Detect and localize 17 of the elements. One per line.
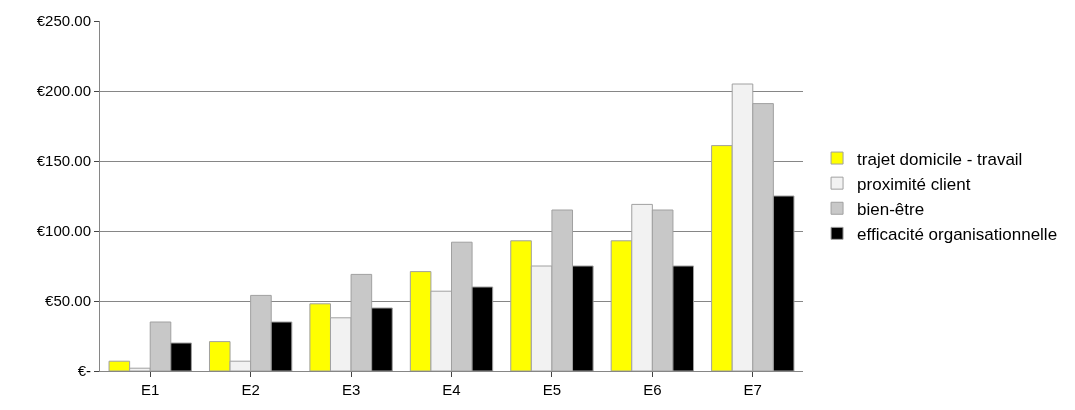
y-tick-label: €250.00 [36, 12, 91, 30]
legend-label: efficacité organisationnelle [857, 224, 1058, 244]
x-tick-label: E1 [141, 381, 160, 398]
y-tick-label: €200.00 [36, 82, 91, 100]
x-tick-label: E4 [442, 381, 461, 398]
y-tick-label: €- [77, 362, 91, 380]
x-tick-label: E3 [341, 381, 361, 398]
legend-label: trajet domicile - travail [857, 149, 1023, 169]
y-tick-label: €150.00 [36, 152, 91, 170]
x-tick-label: E5 [542, 381, 562, 398]
legend-label: bien-être [857, 199, 925, 219]
y-tick-label: €100.00 [36, 222, 91, 240]
y-tick-label: €50.00 [45, 292, 91, 310]
legend-label: proximité client [857, 174, 971, 194]
x-tick-label: E6 [643, 381, 662, 398]
x-tick-label: E7 [743, 381, 762, 398]
x-tick-label: E2 [241, 381, 260, 398]
